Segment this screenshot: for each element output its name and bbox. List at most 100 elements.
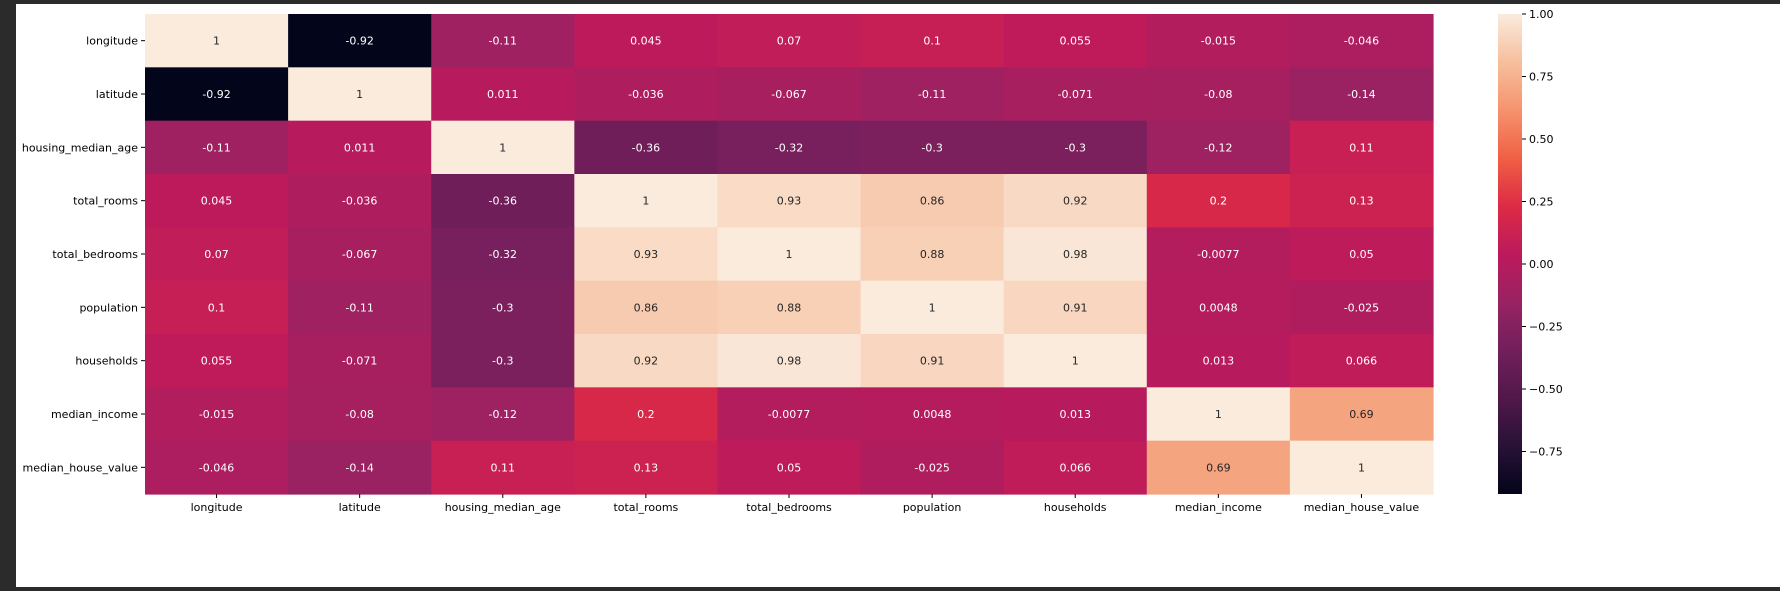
heatmap-cell [288,227,432,282]
cell-value-label: -0.046 [1344,35,1379,48]
cell-value-label: 0.93 [777,195,802,208]
heatmap-cell [1289,440,1434,495]
heatmap-cell [288,14,432,68]
heatmap-cell [1003,174,1148,228]
heatmap-cell [860,67,1005,122]
heatmap-cell [431,14,575,68]
cell-value-label: -0.046 [199,461,234,474]
cell-value-label: 0.88 [920,248,945,261]
cell-value-label: -0.11 [489,35,517,48]
heatmap-cell [1289,387,1434,442]
heatmap-cell [288,440,432,495]
heatmap-cell [1289,280,1434,335]
heatmap-cell [717,67,862,122]
heatmap-cell [431,174,575,228]
cell-value-label: -0.067 [771,88,806,101]
heatmap-cell [717,227,862,282]
heatmap-cell [431,280,575,335]
x-tick-label: median_house_value [1304,501,1420,514]
cell-value-label: 0.045 [201,195,233,208]
heatmap-cell [717,440,862,495]
heatmap-cell [1003,334,1148,388]
colorbar-tick-label: −0.50 [1529,383,1563,396]
heatmap-cell [145,387,289,442]
heatmap-cell [431,387,575,442]
cell-value-label: 0.69 [1206,461,1231,474]
cell-value-label: 0.2 [1210,195,1228,208]
heatmap-cell [145,334,289,388]
y-tick-label: median_income [51,408,138,421]
cell-value-label: 1 [1072,355,1079,368]
heatmap-cell [288,387,432,442]
cell-value-label: -0.12 [1204,141,1232,154]
cell-value-label: 0.13 [634,461,659,474]
heatmap-cell [288,120,432,175]
y-tick-label: population [79,301,138,314]
cell-value-label: 0.11 [1349,141,1374,154]
cell-value-label: 0.88 [777,301,802,314]
heatmap-cell [1289,174,1434,228]
cell-value-label: -0.3 [1064,141,1085,154]
colorbar-tick-label: −0.25 [1529,321,1563,334]
cell-value-label: -0.14 [345,461,373,474]
cell-value-label: -0.12 [489,408,517,421]
cell-value-label: 0.0048 [1199,301,1238,314]
heatmap-cell [860,280,1005,335]
heatmap-cell [574,67,719,122]
cell-value-label: 0.13 [1349,195,1374,208]
y-tick-label: housing_median_age [22,141,138,154]
cell-value-label: 1 [213,35,220,48]
x-tick-label: total_bedrooms [746,501,832,514]
heatmap-cell [1003,440,1148,495]
cell-value-label: 0.86 [920,195,945,208]
x-tick-label: longitude [191,501,243,514]
heatmap-cell [574,280,719,335]
heatmap-cell [145,120,289,175]
heatmap-cell [574,440,719,495]
heatmap-cell [1003,387,1148,442]
heatmap-cell [145,440,289,495]
cell-value-label: -0.11 [918,88,946,101]
cell-value-label: -0.015 [199,408,234,421]
cell-value-label: -0.3 [921,141,942,154]
cell-value-label: -0.071 [1057,88,1092,101]
cell-value-label: -0.015 [1201,35,1236,48]
cell-value-label: 0.07 [777,35,802,48]
cell-value-label: 0.2 [637,408,655,421]
cell-value-label: 0.91 [1063,301,1088,314]
cell-value-label: 0.013 [1059,408,1091,421]
heatmap-cell [1146,280,1291,335]
x-tick-label: housing_median_age [445,501,561,514]
heatmap-cell [860,387,1005,442]
cell-value-label: 0.1 [208,301,226,314]
heatmap-cell [1146,334,1291,388]
heatmap-cell [860,334,1005,388]
cell-value-label: -0.92 [202,88,230,101]
chart-frame: 1 -0.92 -0.11 0.045 0.07 0.1 0.055 -0.015 -0.046… [16,4,1780,587]
cell-value-label: -0.32 [775,141,803,154]
x-tick-label: median_income [1175,501,1262,514]
cell-value-label: -0.36 [489,195,517,208]
cell-value-label: 0.92 [1063,195,1088,208]
cell-value-label: -0.071 [342,355,377,368]
heatmap-cell [860,440,1005,495]
cell-value-label: -0.11 [202,141,230,154]
cell-value-label: 0.69 [1349,408,1374,421]
heatmap-cell [1146,227,1291,282]
cell-value-label: -0.036 [628,88,663,101]
cell-value-label: 0.066 [1059,461,1091,474]
heatmap-cell [574,14,719,68]
heatmap-cell [860,120,1005,175]
heatmap-cell [288,334,432,388]
cell-value-label: -0.3 [492,301,513,314]
heatmap-cell [1289,120,1434,175]
heatmap-cell [431,227,575,282]
heatmap-cell [145,14,289,68]
heatmap-cell [1146,440,1291,495]
cell-value-label: 0.0048 [913,408,952,421]
cell-value-label: 1 [1215,408,1222,421]
cell-value-label: 0.05 [1349,248,1374,261]
cell-value-label: 0.86 [634,301,659,314]
heatmap-cell [574,387,719,442]
cell-value-label: 0.07 [204,248,229,261]
